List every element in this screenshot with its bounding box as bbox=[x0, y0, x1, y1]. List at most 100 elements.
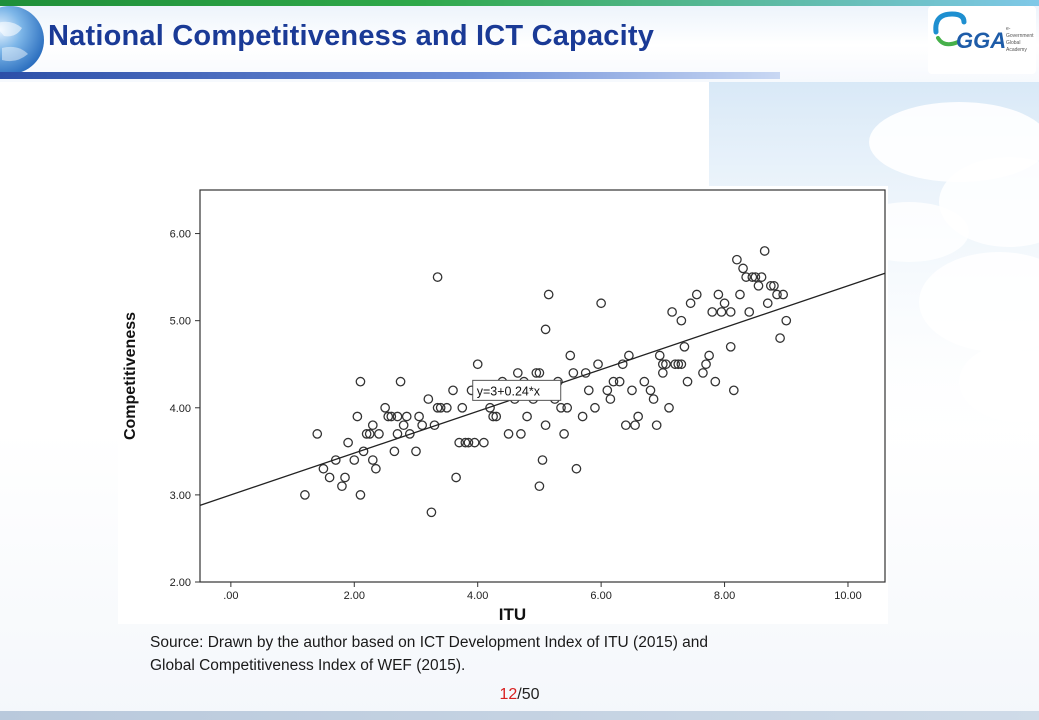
data-point bbox=[728, 385, 739, 396]
data-point bbox=[392, 411, 403, 422]
data-point bbox=[512, 368, 523, 378]
source-line-2: Global Competitiveness Index of WEF (201… bbox=[150, 657, 466, 674]
data-point bbox=[330, 455, 341, 465]
y-tick-label: 4.00 bbox=[170, 403, 191, 415]
gga-swoosh-icon bbox=[933, 11, 967, 47]
data-point bbox=[765, 280, 776, 291]
slide-header: National Competitiveness and ICT Capacit… bbox=[0, 0, 1039, 82]
data-point bbox=[596, 298, 606, 309]
data-point bbox=[472, 359, 483, 370]
data-point bbox=[627, 385, 637, 396]
data-point bbox=[605, 394, 616, 404]
data-point bbox=[593, 359, 603, 370]
data-point bbox=[568, 368, 579, 378]
data-point bbox=[590, 402, 600, 413]
data-point bbox=[676, 359, 687, 370]
data-point bbox=[432, 272, 443, 282]
x-axis: .00 2.00 4.00 6.00 8.00 10.00 bbox=[223, 582, 862, 602]
data-point bbox=[324, 472, 335, 483]
data-point bbox=[543, 289, 554, 300]
data-point bbox=[454, 437, 465, 448]
data-point bbox=[516, 429, 526, 439]
data-point bbox=[441, 402, 452, 413]
data-point bbox=[414, 411, 424, 422]
x-tick-label: 4.00 bbox=[467, 590, 488, 602]
x-axis-title: ITU bbox=[499, 605, 526, 624]
data-point bbox=[426, 507, 437, 518]
data-point bbox=[744, 307, 755, 317]
data-point bbox=[367, 455, 378, 465]
data-point bbox=[685, 298, 696, 309]
data-point bbox=[707, 307, 718, 317]
data-point bbox=[645, 385, 656, 396]
data-point bbox=[710, 376, 721, 387]
data-point bbox=[661, 359, 671, 370]
data-point bbox=[608, 376, 619, 387]
data-point bbox=[349, 455, 360, 465]
data-point bbox=[664, 402, 674, 413]
x-tick-label: 6.00 bbox=[590, 590, 611, 602]
data-point bbox=[380, 402, 390, 413]
data-point bbox=[648, 394, 659, 404]
data-point bbox=[747, 272, 758, 282]
data-point bbox=[735, 289, 745, 300]
data-point bbox=[679, 341, 690, 352]
data-point bbox=[531, 368, 542, 378]
gga-logo: GGA e-Government Global Academy bbox=[928, 6, 1036, 74]
data-point bbox=[781, 315, 792, 326]
data-point bbox=[411, 446, 421, 457]
x-tick-label: 2.00 bbox=[344, 590, 365, 602]
data-point bbox=[479, 437, 489, 448]
data-point bbox=[667, 307, 677, 317]
data-point bbox=[488, 411, 498, 422]
data-point bbox=[485, 402, 495, 413]
data-point bbox=[435, 402, 446, 413]
data-point bbox=[620, 420, 631, 431]
data-point bbox=[355, 376, 366, 387]
y-tick-label: 6.00 bbox=[170, 229, 191, 241]
data-point bbox=[371, 463, 381, 474]
data-point bbox=[691, 289, 702, 300]
data-point bbox=[389, 446, 400, 457]
data-point bbox=[337, 481, 347, 492]
slide-title: National Competitiveness and ICT Capacit… bbox=[48, 20, 655, 52]
data-point bbox=[769, 280, 779, 291]
data-point bbox=[340, 472, 350, 483]
data-point bbox=[701, 359, 711, 370]
x-tick-label: 10.00 bbox=[834, 590, 862, 602]
data-point bbox=[404, 429, 415, 439]
data-point bbox=[725, 341, 736, 352]
data-point bbox=[429, 420, 440, 431]
data-point bbox=[639, 376, 650, 387]
data-point bbox=[361, 429, 372, 439]
data-point bbox=[312, 429, 323, 439]
data-point bbox=[386, 411, 397, 422]
data-point bbox=[630, 420, 640, 431]
bottom-bar bbox=[0, 711, 1039, 720]
data-point bbox=[395, 376, 406, 387]
data-point bbox=[534, 481, 545, 492]
data-point bbox=[534, 368, 545, 378]
data-point bbox=[719, 298, 730, 309]
data-point bbox=[778, 289, 789, 300]
data-point bbox=[398, 420, 409, 431]
data-point bbox=[713, 289, 724, 300]
globe-icon bbox=[0, 4, 50, 76]
data-point bbox=[775, 333, 785, 343]
data-point bbox=[762, 298, 773, 309]
data-point bbox=[556, 402, 566, 413]
data-point bbox=[367, 420, 378, 431]
data-point bbox=[698, 368, 708, 378]
data-point bbox=[364, 429, 375, 439]
page-number: 12/50 bbox=[0, 686, 1039, 704]
data-point bbox=[738, 263, 748, 274]
data-point bbox=[756, 272, 767, 282]
equation-label: y=3+0.24*x bbox=[477, 384, 541, 398]
data-point bbox=[651, 420, 662, 431]
x-tick-label: 8.00 bbox=[714, 590, 735, 602]
chart-svg: .00 2.00 4.00 6.00 8.00 10.00 2.00 3.00 4.00 5.0… bbox=[122, 189, 886, 624]
data-point bbox=[460, 437, 471, 448]
data-point bbox=[448, 385, 458, 396]
data-point bbox=[682, 376, 693, 387]
data-point bbox=[571, 463, 582, 474]
